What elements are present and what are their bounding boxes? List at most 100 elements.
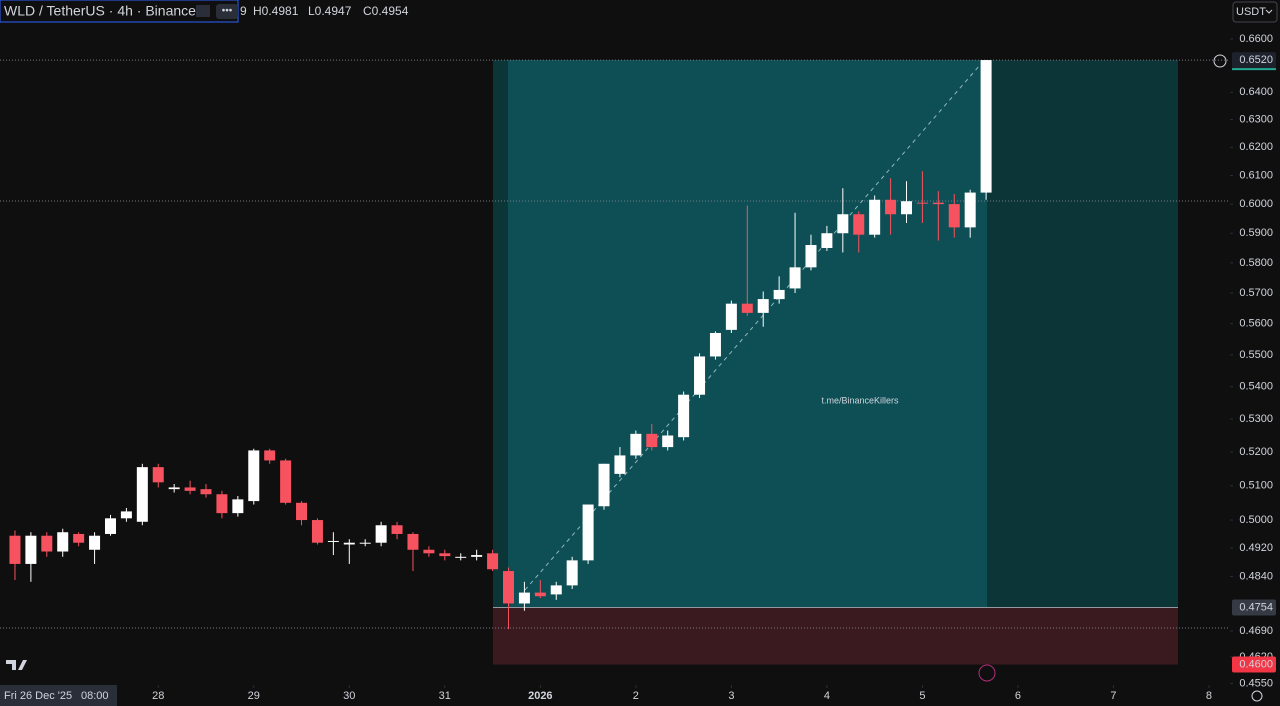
candle-body	[837, 214, 849, 234]
candle-body	[789, 267, 801, 289]
candle-body	[741, 303, 753, 313]
candle-body	[184, 487, 196, 491]
candle-body	[948, 204, 960, 228]
candle-body	[152, 467, 164, 483]
candle-body	[25, 535, 37, 564]
y-tick-label: 0.4840	[1239, 570, 1273, 582]
candle-body	[168, 487, 180, 490]
y-tick-label: 0.5600	[1239, 318, 1273, 330]
candle-body	[104, 518, 116, 534]
candle-body	[853, 214, 865, 235]
x-tick-label: 6	[1015, 690, 1021, 702]
crosshair-date: Fri 26 Dec '25	[4, 690, 72, 702]
logo-mark	[6, 660, 27, 670]
x-tick-label: 2026	[528, 690, 552, 702]
more-button[interactable]	[216, 4, 238, 19]
candle-body	[614, 455, 626, 474]
x-tick-label: 5	[919, 690, 925, 702]
x-tick-label: 2	[633, 690, 639, 702]
candle-body	[869, 199, 881, 235]
x-tick-label: 8	[1206, 690, 1212, 702]
ohlc-fragment: 9	[240, 4, 247, 18]
stop-price-box	[1232, 656, 1276, 673]
y-tick-label: 0.4920	[1239, 542, 1273, 554]
candle-body	[773, 289, 785, 300]
currency-button[interactable]	[1232, 1, 1278, 23]
watermark: t.me/BinanceKillers	[821, 395, 899, 405]
candle-body	[57, 532, 69, 552]
candle-body	[343, 542, 355, 545]
candle-body	[311, 520, 323, 543]
y-tick-label: 0.5500	[1239, 349, 1273, 361]
x-tick-label: 4	[824, 690, 830, 702]
candle-body	[487, 553, 499, 570]
candle-body	[423, 549, 435, 554]
y-tick-label: 0.5300	[1239, 413, 1273, 425]
y-tick-label: 0.6400	[1239, 86, 1273, 98]
candle-body	[280, 460, 292, 503]
add-alert-icon[interactable]	[1213, 54, 1227, 68]
candle-body	[646, 433, 658, 448]
y-tick-label: 0.4550	[1239, 677, 1273, 689]
y-tick-label: 0.6000	[1239, 198, 1273, 210]
candle-body	[678, 394, 690, 438]
entry-price-label: 0.4754	[1239, 601, 1273, 613]
candle-body	[598, 463, 610, 507]
candle-body	[582, 504, 594, 561]
x-tick-label: 30	[343, 690, 355, 702]
x-tick-label: 31	[439, 690, 451, 702]
candle-body	[757, 299, 769, 313]
ohlc-close: C0.4954	[363, 4, 409, 18]
candle-body	[359, 542, 371, 544]
y-tick-label: 0.5100	[1239, 480, 1273, 492]
candle-body	[200, 489, 212, 495]
y-tick-label: 0.4690	[1239, 625, 1273, 637]
y-tick-label: 0.6200	[1239, 141, 1273, 153]
candle-body	[391, 525, 403, 534]
candle-body	[89, 535, 101, 550]
candle-body	[518, 592, 530, 604]
candle-body	[694, 356, 706, 395]
candle-body	[550, 585, 562, 595]
x-tick-label: 29	[248, 690, 260, 702]
y-tick-label: 0.5400	[1239, 381, 1273, 393]
hide-icon[interactable]	[196, 5, 210, 17]
ohlc-high: H0.4981	[253, 4, 299, 18]
x-tick-label: 7	[1110, 690, 1116, 702]
candle-body	[885, 199, 897, 215]
currency-caret[interactable]	[1265, 9, 1273, 14]
y-tick-label: 0.5200	[1239, 446, 1273, 458]
candle-body	[120, 511, 132, 519]
candle-body	[725, 303, 737, 330]
crosshair-time-box	[0, 685, 117, 706]
target-price-label: 0.6520	[1239, 54, 1273, 66]
candle-body	[73, 533, 85, 543]
candle-body	[630, 433, 642, 456]
y-tick-label: 0.6600	[1239, 33, 1273, 45]
y-tick-label: 0.6300	[1239, 113, 1273, 125]
logo	[6, 660, 27, 670]
settings-icon[interactable]	[1251, 690, 1263, 702]
more-dots[interactable]: •••	[222, 6, 233, 17]
ohlc-low: L0.4947	[308, 4, 352, 18]
candle-body	[901, 201, 913, 215]
candle-body	[932, 202, 944, 205]
symbol[interactable]: WLD / TetherUS · 4h · Binance	[4, 3, 196, 19]
candle-body	[439, 553, 451, 557]
candle-body	[136, 467, 148, 522]
candle-body	[916, 202, 928, 204]
candle-body	[662, 435, 674, 448]
currency[interactable]: USDT	[1236, 6, 1266, 18]
target-price-box	[1232, 52, 1276, 69]
event-icon[interactable]	[978, 664, 996, 682]
crosshair-time: 08:00	[81, 690, 109, 702]
candle-body	[264, 450, 276, 461]
y-tick-label: 0.5700	[1239, 287, 1273, 299]
candle-body	[248, 450, 260, 502]
candle-body	[709, 332, 721, 357]
candle-body	[455, 556, 467, 558]
y-tick-label: 0.5000	[1239, 514, 1273, 526]
candle-body	[9, 535, 21, 564]
time-axis	[0, 685, 1280, 706]
